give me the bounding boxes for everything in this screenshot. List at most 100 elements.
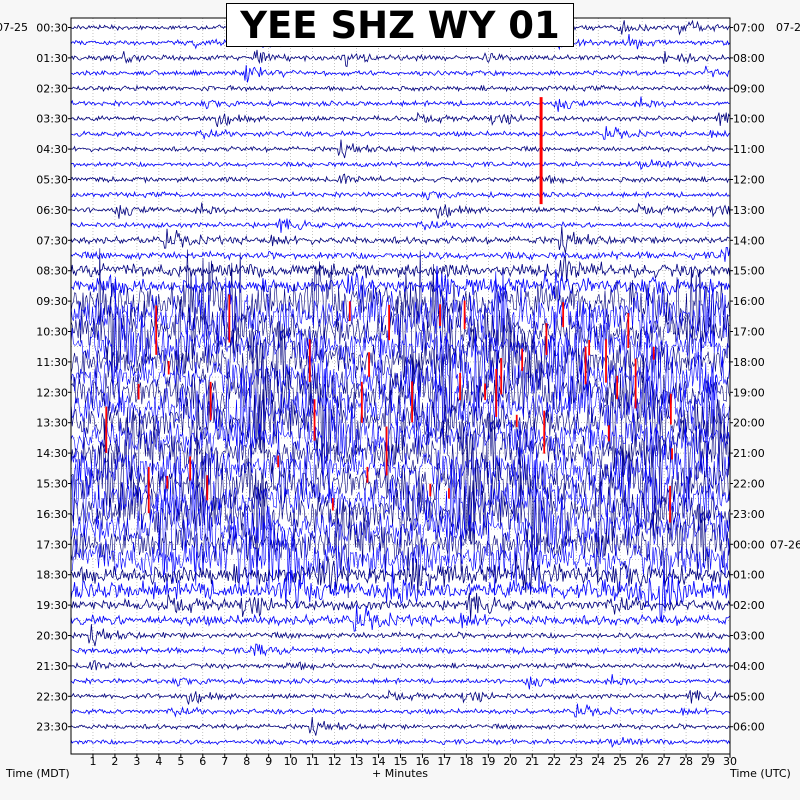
x-tick-label: 8 bbox=[243, 755, 250, 768]
trace-line bbox=[70, 173, 730, 185]
x-tick-label: 9 bbox=[265, 755, 272, 768]
trace-line bbox=[70, 659, 730, 671]
right-tick-label: 22:00 bbox=[733, 478, 765, 491]
x-tick-label: 12 bbox=[328, 755, 342, 768]
right-tick-label: 09:00 bbox=[733, 82, 765, 95]
right-tick-label: 06:00 bbox=[733, 721, 765, 734]
trace-line bbox=[70, 190, 730, 201]
trace-line bbox=[70, 65, 730, 83]
right-tick-label: 03:00 bbox=[733, 630, 765, 643]
trace-line bbox=[70, 339, 731, 494]
trace-line bbox=[70, 249, 731, 366]
trace-line bbox=[70, 255, 731, 283]
trace-line bbox=[70, 126, 731, 141]
x-tick-label: 10 bbox=[284, 755, 298, 768]
trace-line bbox=[70, 547, 731, 596]
left-tick-label: 11:30 bbox=[36, 356, 68, 369]
trace-line bbox=[70, 399, 731, 507]
trace-line bbox=[70, 448, 731, 564]
right-tick-label: 08:00 bbox=[733, 52, 765, 65]
right-tick-label: 01:00 bbox=[733, 569, 765, 582]
x-tick-label: 18 bbox=[459, 755, 473, 768]
x-tick-label: 25 bbox=[613, 755, 627, 768]
right-tick-label: 17:00 bbox=[733, 326, 765, 339]
right-tick-label: 23:00 bbox=[733, 508, 765, 521]
x-tick-label: 11 bbox=[306, 755, 320, 768]
left-tick-label: 17:30 bbox=[36, 538, 68, 551]
trace-line bbox=[70, 624, 730, 647]
right-tick-label: 20:00 bbox=[733, 417, 765, 430]
event-markers bbox=[105, 97, 673, 523]
trace-line bbox=[70, 218, 731, 233]
left-tick-label: 06:30 bbox=[36, 204, 68, 217]
x-tick-label: 5 bbox=[177, 755, 184, 768]
x-axis-title: + Minutes bbox=[372, 767, 428, 780]
right-axis-title: Time (UTC) bbox=[729, 767, 791, 780]
x-tick-label: 30 bbox=[723, 755, 737, 768]
left-tick-label: 07:30 bbox=[36, 234, 68, 247]
left-tick-label: 00:30 bbox=[36, 22, 68, 35]
left-tick-label: 03:30 bbox=[36, 113, 68, 126]
x-ticks: 1 2 3 4 5 6 7 8 9 10 11 12 13 14 15 16 17 18 19 20 21 22 23 24 2… bbox=[89, 754, 737, 768]
right-tick-label: 00:00 bbox=[733, 538, 765, 551]
x-tick-label: 2 bbox=[111, 755, 118, 768]
x-tick-label: 7 bbox=[221, 755, 228, 768]
trace-line bbox=[70, 592, 731, 620]
left-tick-label: 12:30 bbox=[36, 386, 68, 399]
x-tick-label: 22 bbox=[547, 755, 561, 768]
x-tick-label: 3 bbox=[133, 755, 140, 768]
trace-line bbox=[70, 564, 731, 623]
trace-line bbox=[70, 246, 731, 262]
seismic-traces bbox=[70, 19, 731, 748]
left-tick-label: 09:30 bbox=[36, 295, 68, 308]
left-tick-label: 14:30 bbox=[36, 447, 68, 460]
right-tick-label: 04:00 bbox=[733, 660, 765, 673]
left-date-label: 07-25 bbox=[0, 21, 28, 34]
right-tick-label: 07:00 bbox=[733, 22, 765, 35]
x-tick-label: 13 bbox=[350, 755, 364, 768]
trace-line bbox=[70, 368, 731, 503]
trace-line bbox=[70, 139, 730, 159]
left-tick-label: 18:30 bbox=[36, 569, 68, 582]
x-tick-label: 28 bbox=[679, 755, 693, 768]
x-tick-label: 19 bbox=[481, 755, 495, 768]
x-tick-label: 27 bbox=[657, 755, 671, 768]
x-tick-label: 16 bbox=[415, 755, 429, 768]
trace-line bbox=[70, 271, 730, 374]
trace-line bbox=[70, 49, 731, 68]
right-tick-label: 19:00 bbox=[733, 386, 765, 399]
right-tick-label: 05:00 bbox=[733, 690, 765, 703]
x-tick-label: 26 bbox=[635, 755, 649, 768]
trace-line bbox=[70, 459, 731, 595]
x-tick-label: 6 bbox=[199, 755, 206, 768]
left-tick-label: 13:30 bbox=[36, 417, 68, 430]
left-tick-label: 01:30 bbox=[36, 52, 68, 65]
trace-line bbox=[70, 643, 731, 657]
left-tick-label: 21:30 bbox=[36, 660, 68, 673]
left-tick-label: 19:30 bbox=[36, 599, 68, 612]
trace-line bbox=[70, 505, 731, 595]
trace-line bbox=[70, 689, 731, 705]
trace-line bbox=[70, 717, 731, 736]
trace-line bbox=[70, 674, 731, 690]
left-tick-label: 23:30 bbox=[36, 721, 68, 734]
left-tick-label: 20:30 bbox=[36, 630, 68, 643]
right-date-label: 07-26 bbox=[776, 21, 800, 34]
left-tick-label: 22:30 bbox=[36, 690, 68, 703]
x-tick-label: 14 bbox=[372, 755, 386, 768]
left-axis-title: Time (MDT) bbox=[5, 767, 70, 780]
trace-line bbox=[70, 111, 731, 128]
left-tick-label: 16:30 bbox=[36, 508, 68, 521]
left-tick-label: 15:30 bbox=[36, 478, 68, 491]
x-tick-label: 17 bbox=[437, 755, 451, 768]
x-tick-label: 24 bbox=[591, 755, 605, 768]
trace-line bbox=[70, 265, 731, 301]
x-tick-label: 23 bbox=[569, 755, 583, 768]
x-tick-label: 20 bbox=[503, 755, 517, 768]
right-tick-label: 10:00 bbox=[733, 113, 765, 126]
left-tick-label: 10:30 bbox=[36, 326, 68, 339]
right-tick-label: 11:00 bbox=[733, 143, 765, 156]
trace-line bbox=[70, 312, 731, 428]
trace-line bbox=[70, 248, 730, 403]
